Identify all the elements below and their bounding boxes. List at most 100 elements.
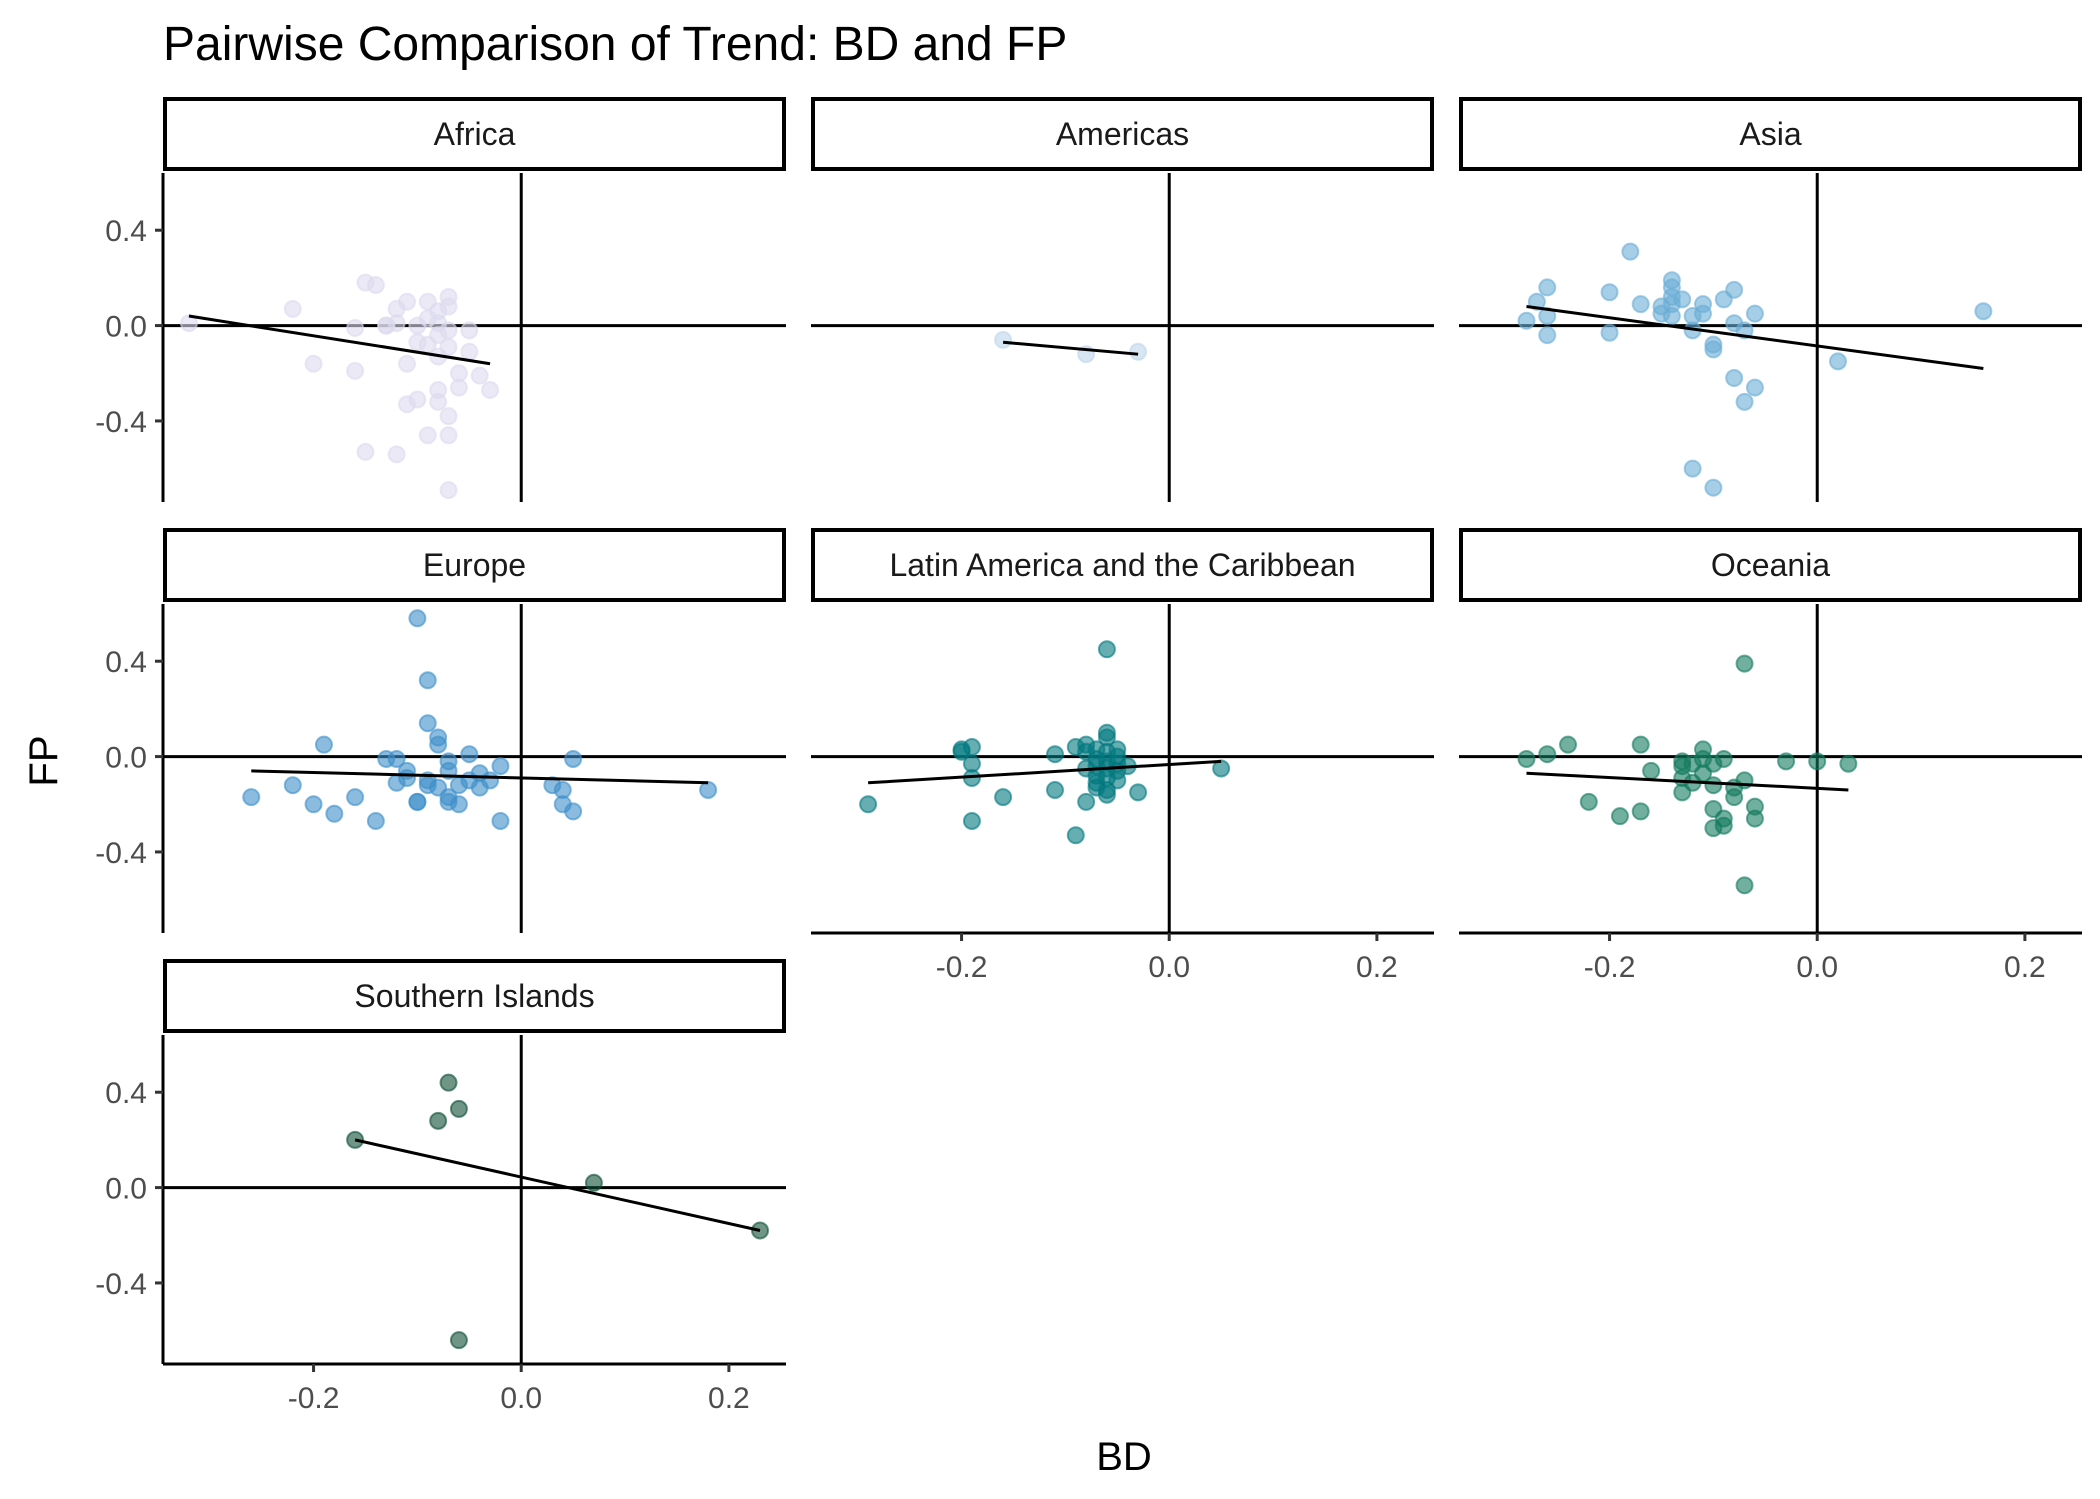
facet-strip-label: Asia (1739, 116, 1801, 152)
data-point (962, 811, 981, 830)
data-point (1735, 392, 1754, 411)
data-point (1725, 280, 1744, 299)
data-point (1212, 759, 1231, 778)
data-point (1517, 311, 1536, 330)
data-point (1662, 307, 1681, 326)
data-point (346, 361, 365, 380)
data-point (1673, 290, 1692, 309)
data-point (1631, 735, 1650, 754)
data-point (460, 342, 479, 361)
data-point (242, 788, 261, 807)
trend-line (1526, 771, 1849, 792)
data-point (1046, 780, 1065, 799)
data-point (1097, 640, 1116, 659)
trend-line (188, 314, 491, 366)
data-point (449, 1099, 468, 1118)
data-point (584, 1173, 603, 1192)
facet-strip (811, 528, 1434, 602)
data-point (470, 366, 489, 385)
data-point (564, 802, 583, 821)
data-point (1621, 242, 1640, 261)
data-point (1077, 792, 1096, 811)
facet-strip (163, 97, 786, 171)
data-point (429, 735, 448, 754)
y-tick-label: 0.4 (105, 1077, 147, 1110)
x-tick-label: 0.2 (2004, 951, 2046, 984)
data-point (1538, 278, 1557, 297)
data-point (449, 795, 468, 814)
data-point (439, 321, 458, 340)
x-tick-label: 0.2 (708, 1382, 750, 1415)
data-point (398, 292, 417, 311)
x-tick-label: -0.2 (936, 951, 988, 984)
data-point (1559, 735, 1578, 754)
x-tick-label: -0.2 (1584, 951, 1636, 984)
data-point (387, 445, 406, 464)
data-point (439, 297, 458, 316)
y-tick-label: 0.0 (105, 1173, 147, 1206)
trend-line (1526, 305, 1984, 370)
data-point (994, 330, 1013, 349)
data-point (1735, 654, 1754, 673)
data-point (859, 795, 878, 814)
x-tick-label: 0.0 (1148, 951, 1190, 984)
data-point (346, 318, 365, 337)
data-point (1694, 304, 1713, 323)
data-point (1129, 783, 1148, 802)
data-point (356, 442, 375, 461)
facet-strip (1459, 97, 2082, 171)
data-point (408, 792, 427, 811)
data-point (304, 795, 323, 814)
data-point (1745, 378, 1764, 397)
data-point (1974, 302, 1993, 321)
data-point (1735, 876, 1754, 895)
data-point (1725, 788, 1744, 807)
data-point (408, 333, 427, 352)
facet-panel: Europe -0.4 0.0 0.4 (95, 528, 786, 933)
data-point (1828, 352, 1847, 371)
data-point (439, 481, 458, 500)
data-point (481, 380, 500, 399)
data-point (439, 338, 458, 357)
x-axis-title: BD (1096, 1435, 1152, 1479)
facet-strip-label: Europe (423, 547, 526, 583)
facet-panel: Africa -0.4 0.0 0.4 (95, 97, 786, 502)
data-point (1839, 754, 1858, 773)
facet-strip (163, 959, 786, 1033)
data-point (283, 299, 302, 318)
data-point (418, 426, 437, 445)
chart-title: Pairwise Comparison of Trend: BD and FP (163, 18, 1067, 71)
data-point (564, 749, 583, 768)
data-point (377, 316, 396, 335)
data-point (418, 714, 437, 733)
y-tick-label: 0.0 (105, 311, 147, 344)
data-point (1631, 802, 1650, 821)
facet-panels: Africa -0.4 0.0 0.4 Americas Asia Europe -0.4 0.… (95, 97, 2082, 1415)
y-tick-label: -0.4 (95, 837, 147, 870)
y-tick-label: 0.4 (105, 646, 147, 679)
data-point (1097, 785, 1116, 804)
data-point (449, 378, 468, 397)
data-point (491, 757, 510, 776)
data-point (366, 811, 385, 830)
data-point (325, 804, 344, 823)
data-point (439, 426, 458, 445)
data-point (314, 735, 333, 754)
facet-strip (163, 528, 786, 602)
data-point (1579, 792, 1598, 811)
data-point (398, 769, 417, 788)
data-point (1642, 761, 1661, 780)
data-point (1683, 459, 1702, 478)
data-point (962, 738, 981, 757)
x-tick-label: -0.2 (288, 1382, 340, 1415)
y-tick-label: -0.4 (95, 1268, 147, 1301)
data-point (346, 788, 365, 807)
data-point (1777, 752, 1796, 771)
data-point (408, 609, 427, 628)
data-point (366, 276, 385, 295)
trend-line (354, 1138, 761, 1232)
facet-panel: Southern Islands -0.4 0.0 0.4 -0.2 0.0 0.2 (95, 959, 786, 1415)
data-point (1745, 809, 1764, 828)
data-point (1527, 292, 1546, 311)
data-point (1725, 369, 1744, 388)
